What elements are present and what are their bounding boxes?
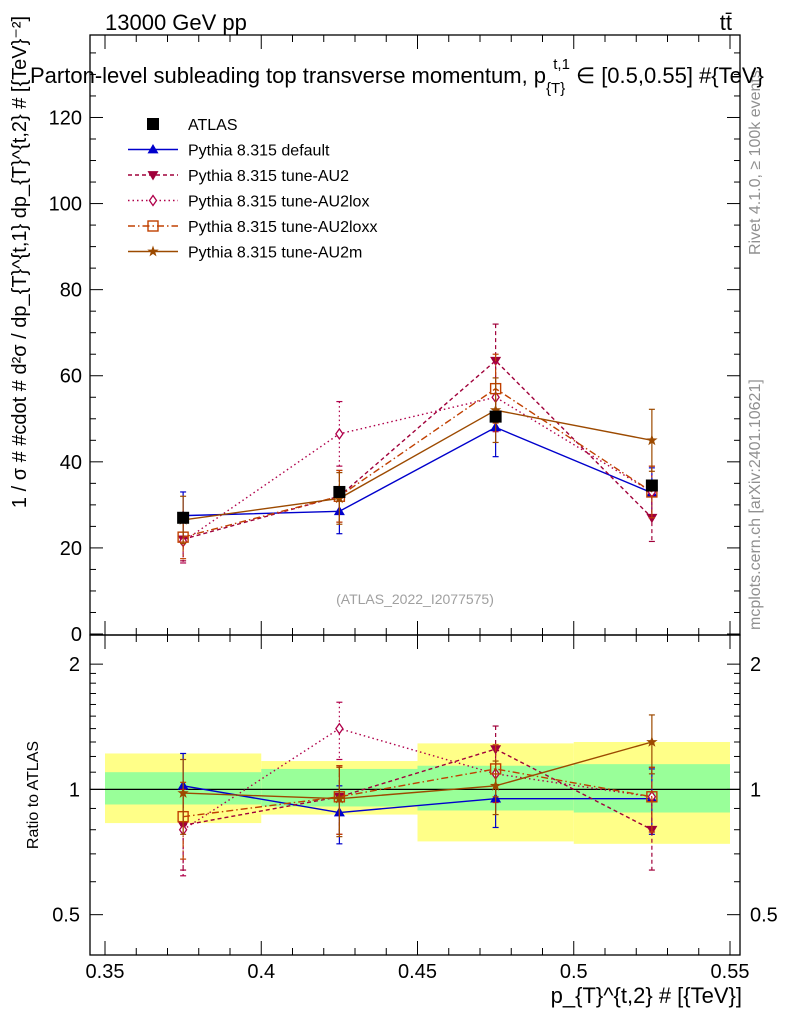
x-tick-label: 0.35 [86,961,125,983]
series-pythia-8-315-tune-au2loxx [177,353,658,560]
plot-title: Parton-level subleading top transverse m… [30,56,764,97]
plot-title-main: Parton-level subleading top transverse m… [30,63,546,88]
mcplots-label: mcplots.cern.ch [arXiv:2401.10621] [747,379,764,630]
legend-marker [147,118,159,130]
ratio-y-tick-label-left: 2 [69,654,80,676]
legend-marker [147,245,159,257]
y-tick-label: 20 [60,538,82,560]
energy-label: 13000 GeV pp [105,10,247,35]
ratio-y-tick-label-right: 0.5 [750,905,778,927]
analysis-watermark: (ATLAS_2022_I2077575) [336,591,494,607]
ratio-y-axis-label: Ratio to ATLAS [25,741,42,849]
series-pythia-8-315-tune-au2lox [178,362,657,564]
ratio-frame [89,634,741,956]
ratio-line-pythia-8-315-tune-au2loxx [183,768,652,818]
plot-title-range: ∈ [0.5,0.55] #{TeV} [576,63,764,88]
x-tick-label: 0.55 [711,961,750,983]
legend-label: Pythia 8.315 tune-AU2 [188,168,349,185]
x-tick-label: 0.45 [398,961,437,983]
ratio-y-tick-label-right: 1 [750,779,761,801]
legend-entry: Pythia 8.315 tune-AU2m [128,245,362,262]
ratio-series-pythia-8-315-tune-au2m [177,714,658,838]
y-tick-label: 40 [60,452,82,474]
legend-entry: Pythia 8.315 default [128,143,330,160]
series-pythia-8-315-tune-au2 [177,323,658,562]
plot-title-sup: t,1 [553,56,570,73]
x-axis-label: p_{T}^{t,2} # [{TeV}] [551,983,742,1008]
y-tick-label: 100 [49,194,82,216]
ratio-y-tick-label-left: 1 [69,779,80,801]
legend-marker [148,194,158,207]
legend-entry: ATLAS [147,117,238,134]
ratio-point [335,722,344,735]
process-label: tt̄ [720,10,732,35]
ratio-point [646,736,658,747]
series-line-pythia-8-315-default [183,426,653,517]
legend-entry: Pythia 8.315 tune-AU2loxx [128,219,377,236]
legend-marker [147,171,159,181]
x-tick-label: 0.4 [247,961,275,983]
data-point [646,434,658,446]
rivet-version-label: Rivet 4.1.0, ≥ 100k events [747,70,764,255]
legend-marker [147,144,159,154]
ratio-point [646,791,658,803]
x-tick-label: 0.5 [560,961,588,983]
plot-title-sub: {T} [546,80,565,97]
series-pythia-8-315-default [177,397,658,540]
data-point [177,511,190,524]
ratio-line-pythia-8-315-tune-au2 [182,748,653,831]
series-line-pythia-8-315-tune-au2 [182,359,653,540]
series-line-pythia-8-315-tune-au2m [183,409,653,521]
ratio-y-tick-label-right: 2 [750,654,761,676]
y-tick-label: 120 [49,107,82,129]
series-pythia-8-315-tune-au2m [177,377,658,545]
legend-label: ATLAS [188,117,238,134]
data-point [335,427,344,440]
series-line-pythia-8-315-tune-au2lox [182,396,653,543]
ratio-point [177,787,189,798]
ratio-y-tick-label-left: 0.5 [52,905,80,927]
legend-label: Pythia 8.315 default [188,143,330,160]
data-point [646,513,658,524]
series-atlas [177,410,658,524]
y-tick-label: 80 [60,280,82,302]
ratio-line-pythia-8-315-tune-au2m [183,741,653,800]
legend: ATLAS Pythia 8.315 default Pythia 8.315 tu… [128,117,377,262]
legend-label: Pythia 8.315 tune-AU2m [188,245,362,262]
y-tick-label: 60 [60,366,82,388]
y-tick-label: 0 [71,624,82,646]
legend-entry: Pythia 8.315 tune-AU2 [128,168,349,185]
ratio-line-pythia-8-315-tune-au2lox [182,727,652,831]
legend-entry: Pythia 8.315 tune-AU2lox [128,194,369,211]
ratio-point [333,792,346,804]
data-point [490,356,502,367]
data-point [333,485,346,498]
legend-label: Pythia 8.315 tune-AU2lox [188,194,369,211]
ratio-panel: 0.5 0.5 1 1 2 2 0.35 0.4 0.45 0.5 0.55 [52,634,778,983]
data-point [645,479,658,492]
legend-marker [147,220,159,232]
data-point [489,404,502,415]
legend-label: Pythia 8.315 tune-AU2loxx [188,219,377,236]
ratio-point [489,779,502,791]
ratio-line-pythia-8-315-default [183,785,652,814]
data-point [489,410,502,423]
main-y-axis-label: 1 / σ # #cdot # d²σ / dp_{T}^{t,1} dp_{T… [9,16,31,508]
